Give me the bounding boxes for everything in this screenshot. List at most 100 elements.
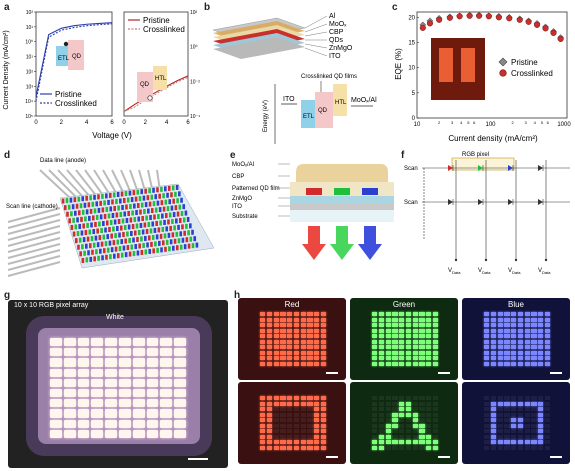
h-pixel — [287, 445, 293, 450]
d-subpixel — [97, 255, 100, 261]
h-pixel — [497, 350, 503, 355]
h-pixel — [419, 423, 425, 428]
h-pixel — [419, 434, 425, 439]
h-pixel — [372, 317, 378, 322]
d-subpixel — [106, 247, 110, 253]
moo-label: MoOₓ/Al — [351, 97, 377, 104]
c-xtick-label: 10 — [414, 122, 421, 128]
h-pixel — [511, 412, 517, 417]
h-pixel — [280, 323, 286, 328]
c-point-crosslinked — [542, 25, 549, 32]
d-subpixel — [142, 195, 146, 201]
h-pixel — [320, 418, 326, 423]
h-pixel — [273, 445, 279, 450]
d-subpixel — [164, 186, 167, 192]
h-pixel — [300, 401, 306, 406]
d-subpixel — [109, 206, 113, 212]
h-pixel — [320, 328, 326, 333]
d-subpixel — [144, 235, 147, 241]
h-pixel — [405, 356, 411, 361]
d-subpixel — [75, 203, 79, 209]
d-subpixel — [136, 250, 140, 256]
h-pixel — [490, 418, 496, 423]
h-pixel — [260, 407, 266, 412]
g-pixel — [105, 388, 117, 398]
g-pixel — [105, 358, 117, 367]
h-pixel — [490, 423, 496, 428]
panel-label-c: c — [392, 2, 398, 13]
h-pixel — [280, 407, 286, 412]
h-pixel — [484, 440, 490, 445]
d-subpixel — [87, 202, 91, 208]
h-pixel — [538, 350, 544, 355]
d-subpixel — [149, 215, 152, 221]
c-xtick-label: 6 — [473, 120, 476, 125]
h-pixel — [511, 440, 517, 445]
h-pixel — [260, 361, 266, 366]
d-subpixel — [134, 244, 138, 250]
h-title: Red — [284, 300, 300, 309]
h-pixel — [531, 317, 537, 322]
panel-a-chart: 10⁵ 10⁴ 10³ 10² 10¹ 10⁰ 10¹ 10² 0 2 4 6 0 2 4 6 10⁻⁴ 1… — [3, 10, 200, 140]
h-pixel — [517, 323, 523, 328]
h-pixel — [412, 350, 418, 355]
d-subpixel — [85, 195, 88, 201]
d-subpixel — [78, 223, 82, 229]
h-pixel — [511, 407, 517, 412]
d-subpixel — [154, 207, 158, 213]
h-pixel — [320, 434, 326, 439]
d-subpixel — [116, 239, 120, 245]
h-pixel — [280, 429, 286, 434]
g-pixel — [132, 399, 145, 408]
h-pixel — [517, 423, 523, 428]
h-pixel — [531, 412, 537, 417]
b-layer-label: QDs — [329, 37, 344, 44]
h-pixel — [497, 434, 503, 439]
h-pixel — [399, 339, 405, 344]
h-pixel — [524, 350, 530, 355]
d-scan-line — [7, 255, 61, 271]
h-pixel — [260, 434, 266, 439]
d-subpixel — [174, 191, 177, 197]
g-pixel — [63, 399, 76, 408]
h-pixel — [314, 412, 320, 417]
h-pixel — [273, 407, 279, 412]
h-pixel — [504, 356, 510, 361]
c-ytick-label: 5 — [412, 91, 416, 97]
g-pixel — [77, 388, 90, 398]
d-subpixel — [97, 194, 100, 200]
h-pixel — [419, 412, 425, 417]
a-ytick-label: 10⁰ — [25, 40, 33, 46]
h-pixel — [260, 423, 266, 428]
d-subpixel — [158, 207, 162, 213]
d-subpixel — [191, 229, 194, 235]
panel-label-a: a — [4, 2, 10, 13]
h-pixel — [314, 356, 320, 361]
d-subpixel — [173, 225, 176, 231]
h-pixel — [426, 407, 432, 412]
h-pixel — [287, 350, 293, 355]
d-subpixel — [163, 219, 166, 225]
h-pixel — [497, 407, 503, 412]
d-subpixel — [124, 191, 128, 197]
h-pixel — [372, 323, 378, 328]
d-subpixel — [81, 257, 85, 263]
h-pixel — [399, 445, 405, 450]
g-pixel — [119, 378, 131, 387]
g-pixel — [174, 348, 186, 357]
h-pixel — [531, 356, 537, 361]
h-pixel — [538, 317, 544, 322]
g-pixel — [50, 368, 62, 377]
h-pixel — [307, 334, 313, 339]
panel-label-e: e — [230, 150, 236, 161]
h-pixel — [432, 339, 438, 344]
h-pixel — [524, 339, 530, 344]
d-subpixel — [104, 241, 108, 247]
h-pixel — [517, 328, 523, 333]
d-subpixel — [119, 211, 123, 217]
d-subpixel — [172, 245, 175, 251]
h-photo-blue-full: Blue — [462, 298, 570, 380]
h-pixel — [266, 418, 272, 423]
g-pixel — [91, 358, 104, 367]
